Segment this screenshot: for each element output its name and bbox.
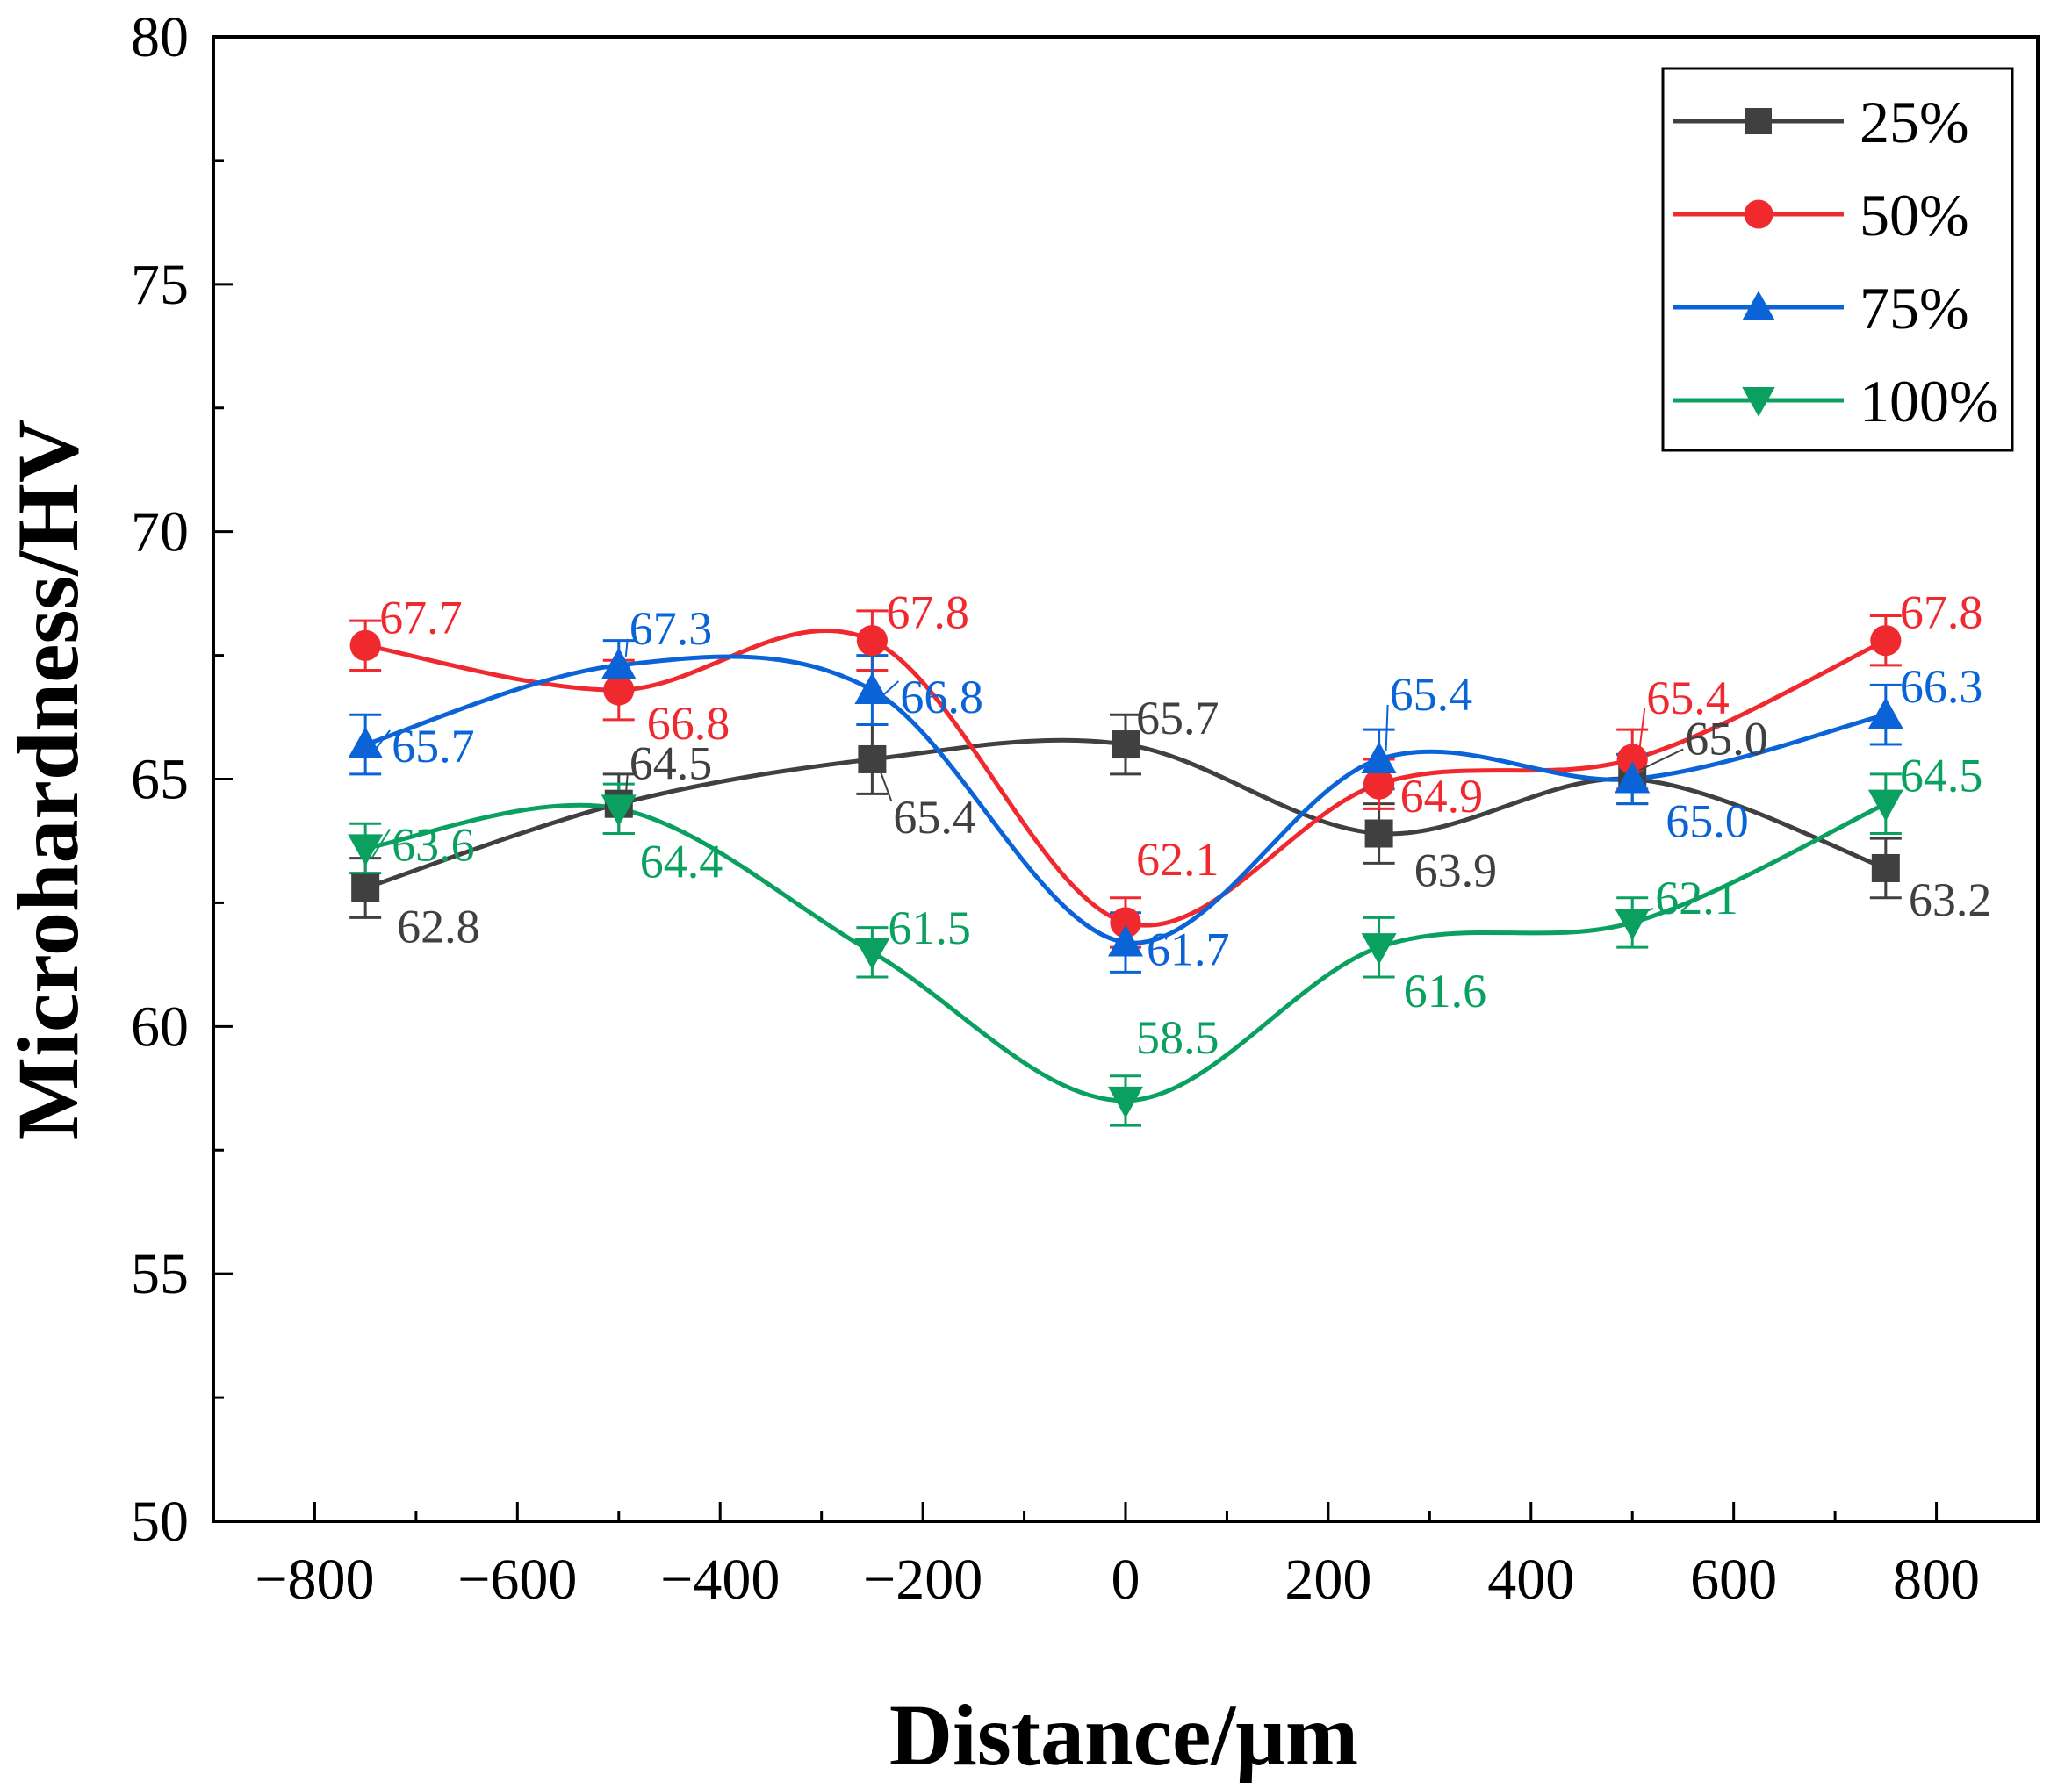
data-markers (348, 625, 1903, 1118)
data-label-75: 66.8 (900, 671, 983, 723)
x-axis-title: Distance/μm (889, 1686, 1358, 1784)
marker-100 (1867, 789, 1903, 822)
x-tick-label: −800 (255, 1548, 374, 1612)
data-labels: 62.8 64.5 65.4 65.7 63.9 65.0 63.2 67.7 66.8 67.8… (371, 586, 1992, 1064)
marker-50 (856, 625, 888, 657)
leader-line-50 (1638, 708, 1646, 751)
y-tick-label: 65 (131, 748, 189, 812)
leader-line-100 (1638, 908, 1654, 915)
legend-label-25: 25% (1860, 89, 1969, 155)
marker-50 (1110, 907, 1141, 938)
legend-label-75: 75% (1860, 275, 1969, 341)
marker-50 (1870, 625, 1902, 657)
data-label-100: 61.5 (888, 902, 971, 954)
y-axis-title: Microhardness/HV (0, 420, 97, 1139)
data-label-50: 67.7 (379, 591, 462, 643)
data-label-100: 64.4 (640, 835, 723, 887)
marker-25 (858, 744, 887, 773)
y-tick-label: 70 (131, 500, 189, 564)
data-label-25: 63.2 (1909, 873, 1992, 926)
legend-label-100: 100% (1860, 368, 1999, 435)
marker-75 (1867, 697, 1903, 729)
data-label-100: 64.5 (1900, 750, 1983, 802)
data-label-50: 65.4 (1646, 672, 1730, 724)
data-label-50: 66.8 (647, 697, 730, 750)
data-label-75: 67.3 (630, 602, 713, 655)
marker-50 (1363, 768, 1395, 800)
x-tick-label: 600 (1690, 1548, 1777, 1612)
marker-75 (1361, 741, 1397, 773)
y-axis: 50 55 60 65 70 75 80 (131, 5, 233, 1554)
data-label-50: 67.8 (886, 586, 969, 639)
marker-25 (1364, 819, 1393, 848)
x-tick-label: 800 (1893, 1548, 1980, 1612)
data-label-25: 65.4 (893, 791, 976, 844)
legend-box (1661, 67, 2014, 452)
marker-25 (1871, 853, 1900, 882)
leader-line-75 (1385, 704, 1389, 751)
data-label-50: 64.9 (1400, 770, 1484, 823)
marker-100 (601, 794, 637, 827)
data-label-100: 62.1 (1655, 872, 1738, 924)
data-label-75: 65.7 (392, 720, 474, 772)
leader-line-25 (1638, 748, 1684, 772)
legend-marker-50 (1744, 199, 1773, 229)
leader-line-75 (371, 729, 391, 754)
marker-75 (601, 647, 637, 679)
x-tick-label: −600 (457, 1548, 577, 1612)
data-label-75: 66.3 (1900, 660, 1983, 713)
marker-100 (348, 834, 384, 866)
marker-100 (1108, 1086, 1143, 1118)
marker-25 (1112, 730, 1140, 759)
legend-label-50: 50% (1860, 182, 1969, 248)
marker-100 (1615, 908, 1651, 940)
marker-50 (1616, 744, 1648, 775)
marker-50 (349, 629, 381, 661)
x-tick-label: 0 (1112, 1548, 1140, 1612)
data-label-75: 61.7 (1147, 923, 1230, 976)
marker-25 (351, 873, 380, 902)
y-tick-label: 75 (131, 253, 189, 317)
data-label-25: 65.7 (1136, 692, 1219, 744)
marker-75 (348, 727, 384, 759)
leader-line-25 (624, 773, 629, 795)
y-tick-label: 80 (131, 5, 189, 69)
data-label-25: 64.5 (630, 737, 713, 790)
x-tick-label: −200 (863, 1548, 982, 1612)
data-label-25: 65.0 (1685, 713, 1768, 765)
x-tick-label: −400 (660, 1548, 780, 1612)
data-label-75: 65.0 (1666, 795, 1749, 848)
leader-line-75 (624, 638, 629, 657)
data-label-25: 62.8 (397, 901, 479, 953)
legend-marker-25 (1745, 108, 1772, 134)
data-label-50: 62.1 (1136, 833, 1219, 886)
marker-75 (854, 672, 890, 705)
legend: 25% 50% 75% 100% (1661, 67, 2014, 452)
marker-50 (603, 674, 635, 706)
y-tick-label: 60 (131, 995, 189, 1059)
legend-marker-100 (1742, 387, 1775, 417)
data-label-50: 67.8 (1900, 586, 1983, 639)
legend-marker-75 (1742, 291, 1775, 320)
data-label-100: 58.5 (1136, 1011, 1219, 1064)
data-label-100: 63.6 (392, 818, 474, 871)
y-tick-label: 55 (131, 1242, 189, 1306)
data-label-25: 63.9 (1414, 844, 1498, 897)
marker-100 (1361, 933, 1397, 966)
x-axis: −800 −600 −400 −200 0 200 400 600 800 (255, 1502, 1980, 1612)
marker-75 (1108, 924, 1143, 957)
marker-75 (1615, 761, 1651, 794)
leader-line-100 (371, 828, 392, 858)
data-label-100: 61.6 (1404, 965, 1487, 1017)
x-tick-label: 200 (1284, 1548, 1371, 1612)
y-tick-label: 50 (131, 1490, 189, 1554)
leader-line-25 (878, 767, 893, 802)
marker-100 (854, 938, 890, 970)
data-label-75: 65.4 (1390, 668, 1473, 721)
x-tick-label: 400 (1487, 1548, 1574, 1612)
leader-line-75 (878, 680, 900, 700)
